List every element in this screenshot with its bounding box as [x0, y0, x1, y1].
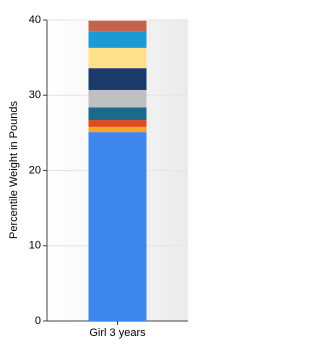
y-tick-label: 0 [35, 315, 41, 327]
y-tick-label: 40 [29, 14, 41, 26]
bar-segment [88, 126, 147, 133]
bar-segment [88, 47, 147, 69]
x-tick-label: Girl 3 years [89, 327, 146, 339]
y-axis-label: Percentile Weight in Pounds [8, 101, 20, 239]
bar-segment [88, 68, 147, 90]
bar-segment [88, 31, 147, 48]
chart: Percentile Weight in Pounds 0 10 20 30 40 Gir… [8, 14, 188, 339]
bar-segment [88, 89, 147, 108]
bar-segment [88, 20, 147, 32]
y-tick-label: 20 [29, 164, 41, 176]
bar-segment [88, 107, 147, 121]
y-tick-label: 30 [29, 89, 41, 101]
bar-segment [88, 132, 147, 321]
bar-segment [88, 120, 147, 127]
y-tick-label: 10 [29, 240, 41, 252]
